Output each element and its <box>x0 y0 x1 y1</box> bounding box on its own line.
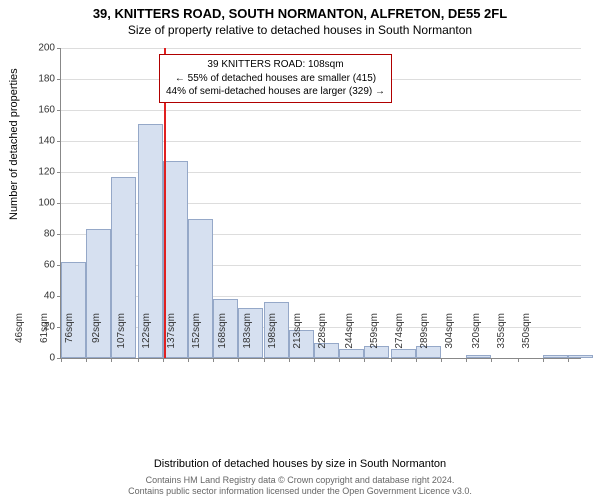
attribution-line1: Contains HM Land Registry data © Crown c… <box>0 475 600 487</box>
attribution-text: Contains HM Land Registry data © Crown c… <box>0 475 600 498</box>
x-tick-label: 137sqm <box>166 313 177 363</box>
annotation-line: 44% of semi-detached houses are larger (… <box>166 85 385 99</box>
x-tick <box>339 358 340 362</box>
y-tick-label: 80 <box>25 229 55 240</box>
x-tick <box>86 358 87 362</box>
y-tick-label: 140 <box>25 136 55 147</box>
y-tick <box>57 172 61 173</box>
page-title-line1: 39, KNITTERS ROAD, SOUTH NORMANTON, ALFR… <box>0 0 600 21</box>
x-tick-label: 304sqm <box>444 313 455 363</box>
histogram-bar <box>543 355 568 358</box>
x-tick <box>264 358 265 362</box>
annotation-line: 39 KNITTERS ROAD: 108sqm <box>166 58 385 72</box>
x-tick-label: 168sqm <box>217 313 228 363</box>
y-tick <box>57 110 61 111</box>
x-tick-label: 92sqm <box>91 313 102 363</box>
attribution-line2: Contains public sector information licen… <box>0 486 600 498</box>
y-tick <box>57 234 61 235</box>
x-tick <box>314 358 315 362</box>
x-tick <box>441 358 442 362</box>
x-tick <box>543 358 544 362</box>
x-tick <box>61 358 62 362</box>
y-tick-label: 40 <box>25 291 55 302</box>
y-axis-label: Number of detached properties <box>8 68 20 220</box>
plot-region: 02040608010012014016018020046sqm61sqm76s… <box>60 48 581 359</box>
x-tick <box>163 358 164 362</box>
x-tick <box>518 358 519 362</box>
x-tick-label: 320sqm <box>471 313 482 363</box>
x-tick <box>416 358 417 362</box>
x-tick <box>111 358 112 362</box>
x-tick-label: 289sqm <box>419 313 430 363</box>
y-tick-label: 160 <box>25 105 55 116</box>
x-tick-label: 244sqm <box>344 313 355 363</box>
x-tick-label: 183sqm <box>242 313 253 363</box>
x-axis-label: Distribution of detached houses by size … <box>0 458 600 470</box>
x-tick <box>138 358 139 362</box>
chart-container: 39, KNITTERS ROAD, SOUTH NORMANTON, ALFR… <box>0 0 600 500</box>
x-tick-label: 152sqm <box>191 313 202 363</box>
y-tick <box>57 79 61 80</box>
y-tick-label: 120 <box>25 167 55 178</box>
x-tick-label: 107sqm <box>116 313 127 363</box>
x-tick <box>213 358 214 362</box>
x-tick-label: 259sqm <box>369 313 380 363</box>
y-tick-label: 60 <box>25 260 55 271</box>
x-tick-label: 228sqm <box>317 313 328 363</box>
x-tick-label: 122sqm <box>141 313 152 363</box>
x-tick <box>491 358 492 362</box>
x-tick-label: 46sqm <box>14 313 25 363</box>
x-tick <box>364 358 365 362</box>
x-tick-label: 335sqm <box>496 313 507 363</box>
annotation-box: 39 KNITTERS ROAD: 108sqm← 55% of detache… <box>159 54 392 103</box>
x-tick <box>188 358 189 362</box>
x-tick <box>466 358 467 362</box>
x-tick-label: 61sqm <box>39 313 50 363</box>
y-tick-label: 200 <box>25 43 55 54</box>
y-tick <box>57 48 61 49</box>
gridline <box>61 110 581 111</box>
gridline <box>61 48 581 49</box>
x-tick-label: 350sqm <box>521 313 532 363</box>
y-tick <box>57 203 61 204</box>
x-tick <box>391 358 392 362</box>
y-tick <box>57 141 61 142</box>
x-tick-label: 213sqm <box>292 313 303 363</box>
y-tick-label: 100 <box>25 198 55 209</box>
x-tick <box>289 358 290 362</box>
annotation-line: ← 55% of detached houses are smaller (41… <box>166 72 385 86</box>
x-tick <box>568 358 569 362</box>
y-tick-label: 180 <box>25 74 55 85</box>
x-tick-label: 76sqm <box>64 313 75 363</box>
x-tick-label: 274sqm <box>394 313 405 363</box>
page-title-line2: Size of property relative to detached ho… <box>0 21 600 37</box>
chart-area: 02040608010012014016018020046sqm61sqm76s… <box>60 48 580 398</box>
x-tick <box>238 358 239 362</box>
x-tick-label: 198sqm <box>267 313 278 363</box>
histogram-bar <box>568 355 593 358</box>
